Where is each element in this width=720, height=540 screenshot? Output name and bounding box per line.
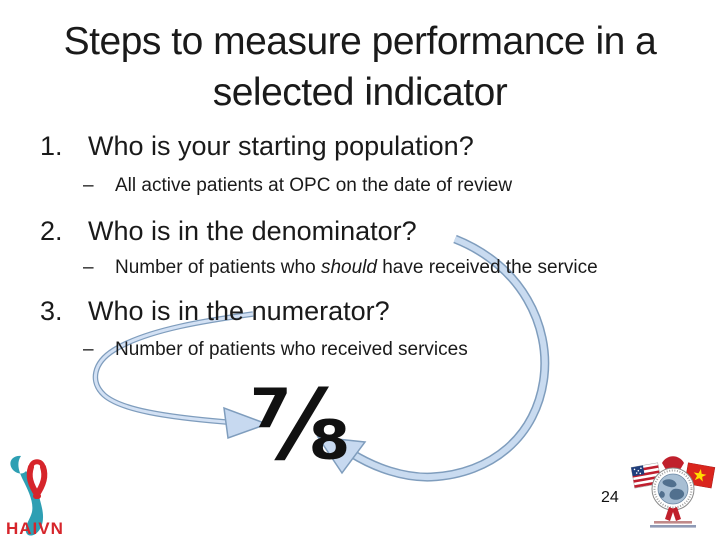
globe-emblem-icon [651,467,695,511]
page-number: 24 [601,489,619,506]
vietnam-map-shape [10,455,44,536]
arrowhead-right-icon [223,406,270,440]
seal-caption-lines [650,521,696,528]
curved-arrow-denominator-to-fraction [316,234,550,482]
haivn-logo: HAIVN [6,455,64,538]
fraction-seven-eighths: ⅞ [250,369,351,482]
ribbon-tails-icon [665,507,681,521]
haivn-logo-text: HAIVN [6,519,64,538]
us-vietnam-partnership-seal [630,456,716,528]
red-ribbon-icon [26,459,48,499]
curved-arrow-numerator-to-fraction [92,311,270,440]
arrowhead-left-icon [316,436,367,475]
